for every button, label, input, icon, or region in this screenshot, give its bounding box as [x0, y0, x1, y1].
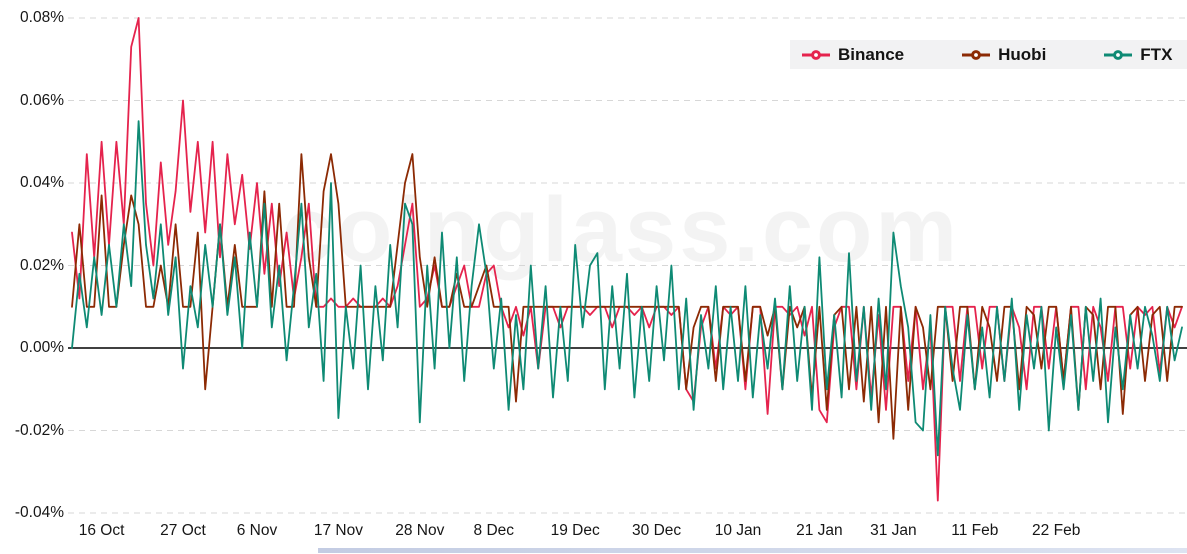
ftx-line-marker-icon	[1104, 49, 1133, 60]
legend: Binance Huobi FTX	[790, 40, 1187, 69]
legend-label-binance: Binance	[838, 44, 905, 64]
huobi-line-marker-icon	[962, 49, 991, 60]
legend-item-binance[interactable]: Binance	[802, 45, 904, 65]
legend-item-huobi[interactable]: Huobi	[962, 45, 1046, 65]
binance-line-marker-icon	[802, 49, 830, 60]
bottom-scrollbar[interactable]	[318, 548, 1187, 553]
series-line-binance	[71, 17, 1183, 502]
legend-label-huobi: Huobi	[998, 44, 1047, 64]
series-line-ftx	[71, 120, 1183, 457]
legend-item-ftx[interactable]: FTX	[1104, 45, 1172, 65]
legend-label-ftx: FTX	[1140, 44, 1173, 64]
